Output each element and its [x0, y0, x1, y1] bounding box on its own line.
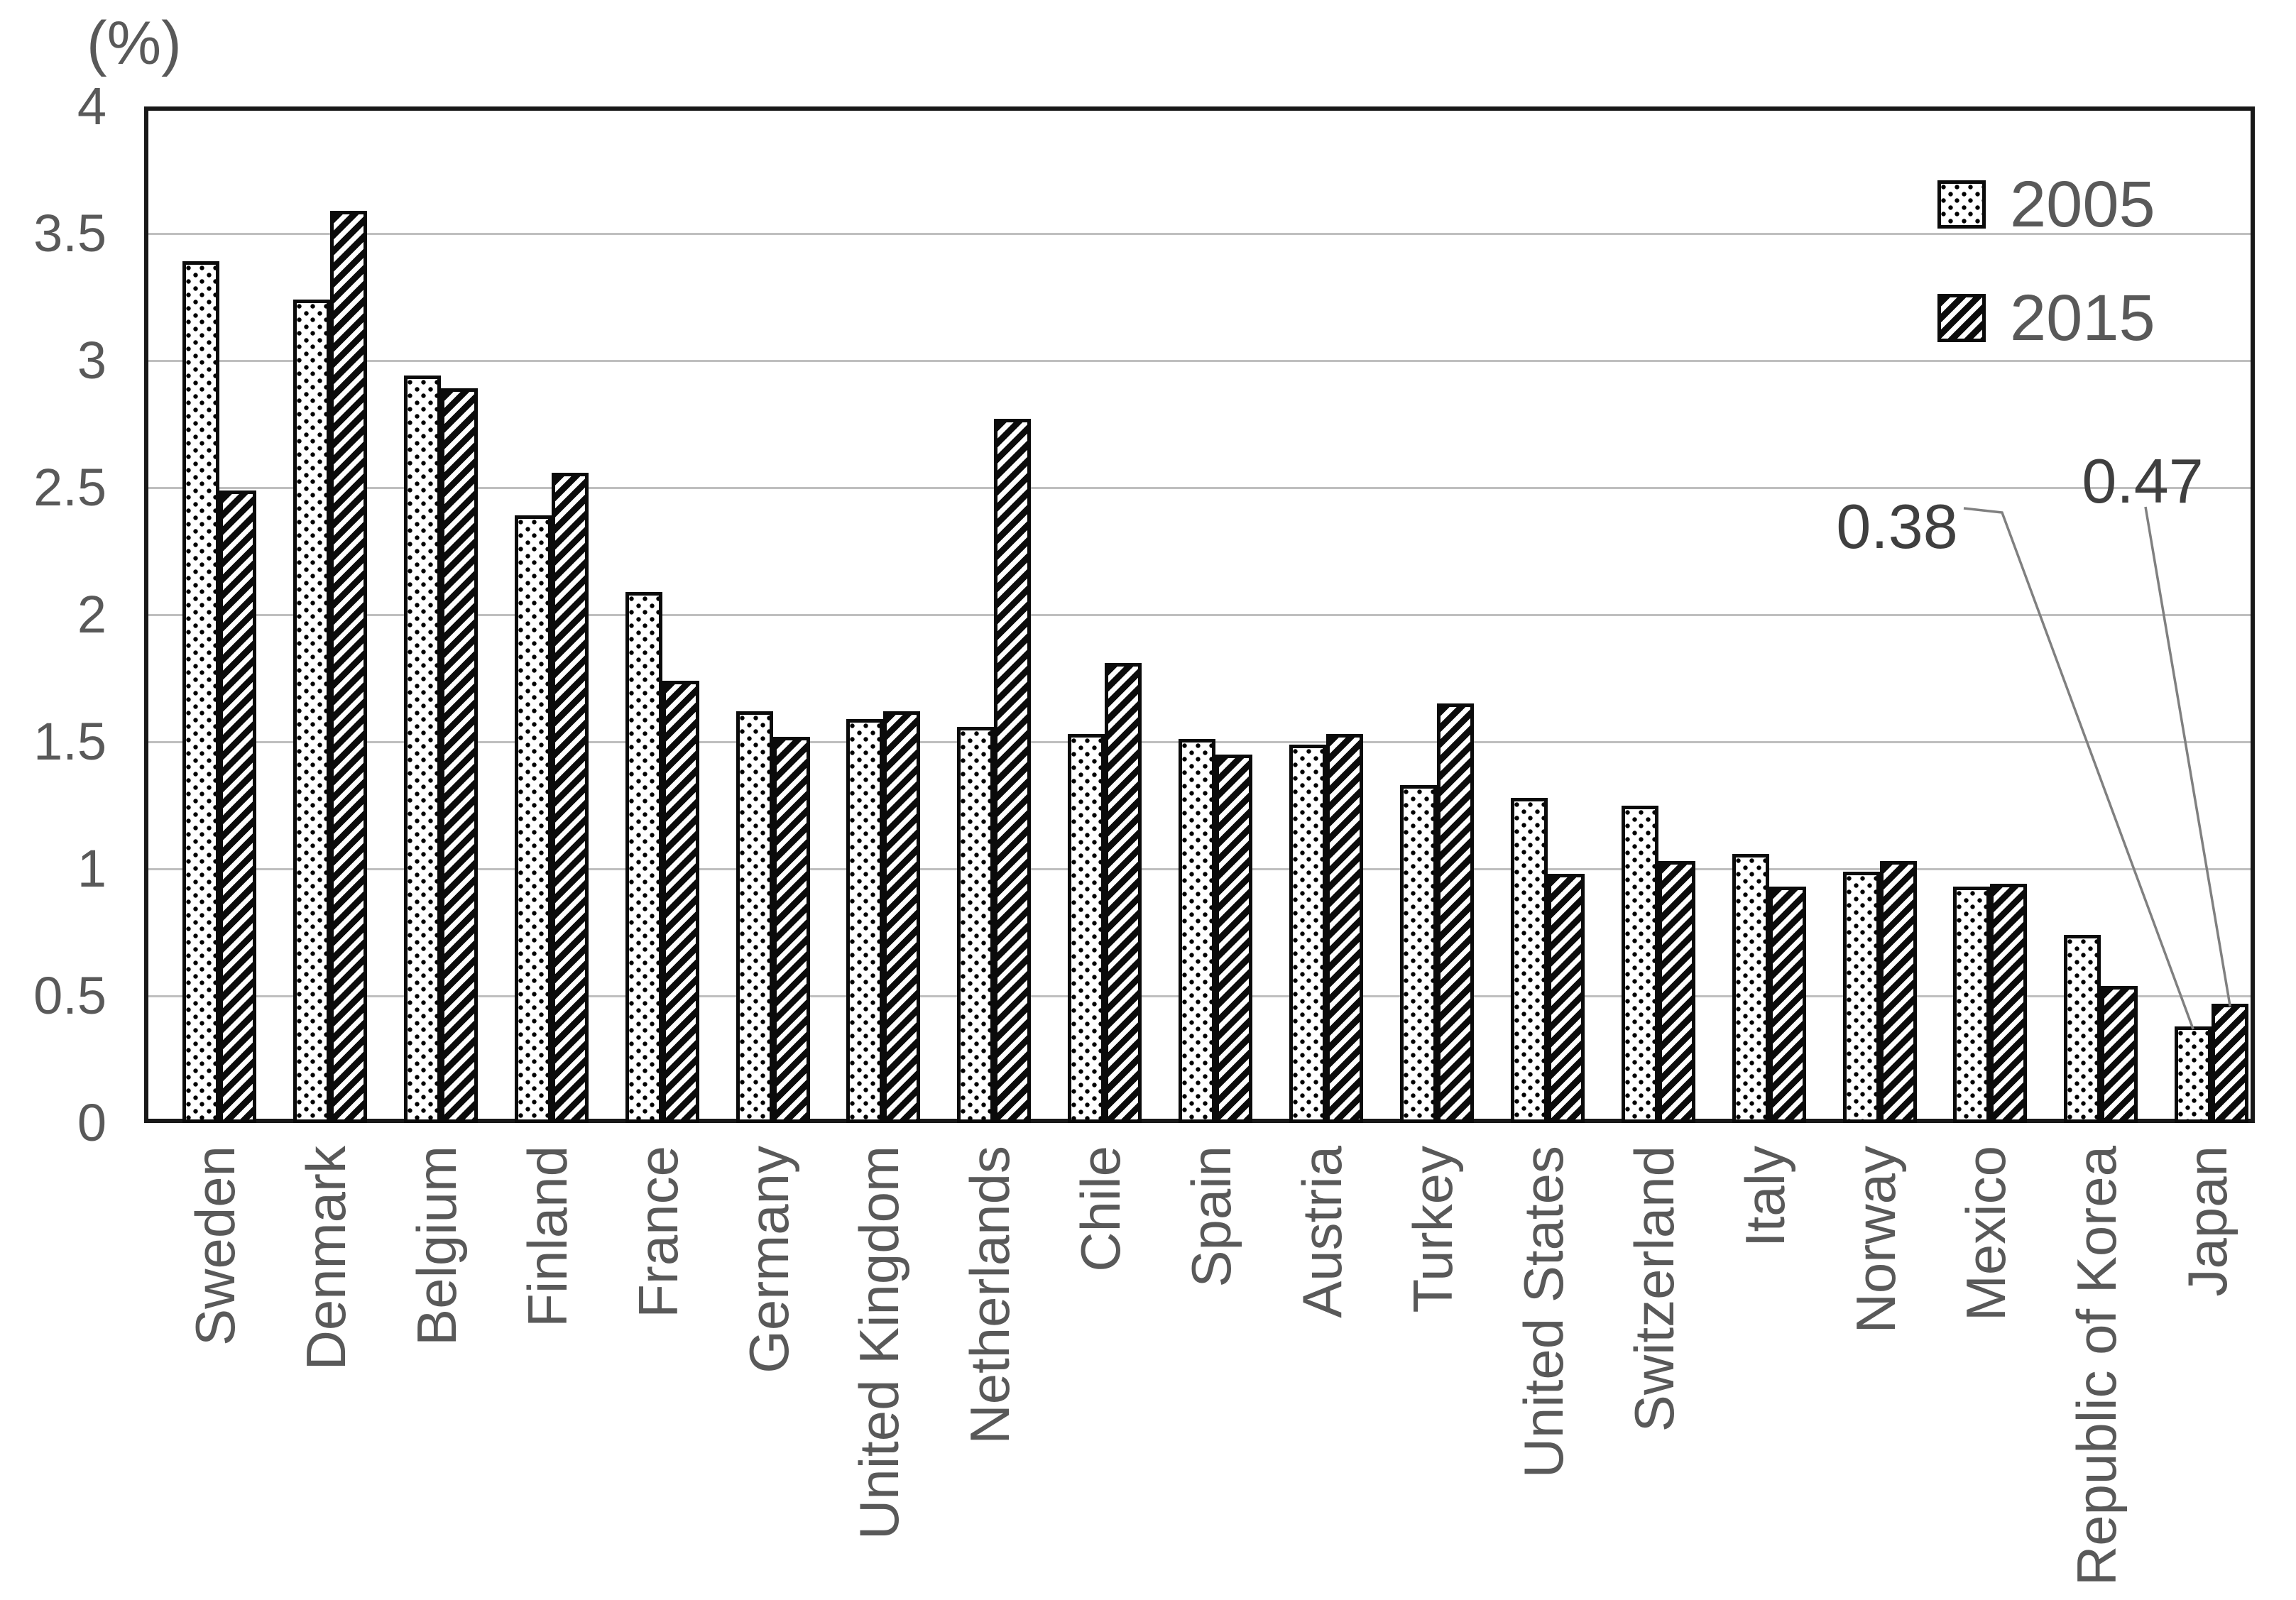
bar-sweden-2005: [182, 261, 219, 1123]
x-label-belgium: Belgium: [405, 1146, 468, 1346]
bar-norway-2015: [1879, 861, 1917, 1123]
y-tick-label: 2: [77, 585, 106, 644]
x-label-italy: Italy: [1733, 1146, 1796, 1248]
bar-france-2005: [625, 591, 662, 1123]
y-tick-label: 0: [77, 1093, 106, 1152]
bar-united-states-2015: [1547, 874, 1585, 1123]
y-tick-label: 4: [77, 77, 106, 136]
bar-switzerland-2005: [1621, 805, 1658, 1123]
gridline: [144, 613, 2255, 616]
legend-swatch-hatch-icon: [1937, 294, 1986, 342]
bar-austria-2005: [1289, 744, 1326, 1123]
bar-united-states-2005: [1510, 797, 1548, 1123]
bar-belgium-2005: [403, 376, 441, 1123]
y-tick-label: 1: [77, 839, 106, 898]
legend-item-2005: 2005: [1937, 172, 2155, 237]
y-tick-label: 2.5: [33, 458, 106, 517]
bar-italy-2005: [1732, 853, 1769, 1123]
bar-chile-2015: [1105, 663, 1142, 1123]
bar-turkey-2005: [1399, 784, 1437, 1123]
bar-belgium-2015: [440, 388, 478, 1123]
x-label-mexico: Mexico: [1955, 1146, 2018, 1322]
bar-netherlands-2005: [957, 726, 995, 1123]
x-label-austria: Austria: [1291, 1146, 1353, 1318]
bar-italy-2015: [1769, 887, 1806, 1123]
x-label-germany: Germany: [737, 1146, 800, 1374]
gridline: [144, 359, 2255, 362]
x-label-norway: Norway: [1844, 1146, 1907, 1334]
x-label-france: France: [626, 1146, 689, 1318]
x-label-chile: Chile: [1069, 1146, 1132, 1272]
bar-germany-2005: [736, 711, 773, 1123]
x-label-republic-of-korea: Republic of Korea: [2065, 1146, 2128, 1587]
x-label-netherlands: Netherlands: [958, 1146, 1022, 1445]
bar-germany-2015: [772, 736, 810, 1123]
bar-denmark-2015: [329, 210, 367, 1123]
x-label-denmark: Denmark: [294, 1146, 357, 1371]
bar-netherlands-2015: [994, 419, 1032, 1123]
legend-label-2015: 2015: [2010, 282, 2155, 354]
y-tick-label: 3.5: [33, 204, 106, 263]
x-label-japan: Japan: [2176, 1146, 2239, 1297]
x-label-spain: Spain: [1180, 1146, 1243, 1288]
x-label-united-states: United States: [1511, 1146, 1575, 1479]
bar-republic-of-korea-2015: [2101, 985, 2138, 1123]
bar-spain-2005: [1179, 739, 1216, 1123]
x-label-finland: Finland: [515, 1146, 579, 1327]
bar-republic-of-korea-2005: [2064, 935, 2101, 1123]
annotation-japan-2005: 0.38: [1836, 491, 1958, 561]
bar-finland-2015: [551, 472, 589, 1123]
legend-item-2015: 2015: [1937, 285, 2155, 351]
x-label-sweden: Sweden: [184, 1146, 246, 1346]
y-tick-label: 3: [77, 331, 106, 390]
bar-austria-2015: [1326, 734, 1363, 1123]
bar-denmark-2005: [293, 300, 330, 1123]
y-axis-unit-label: (%): [87, 9, 182, 77]
annotation-japan-2015: 0.47: [2082, 446, 2204, 516]
bar-finland-2005: [514, 515, 552, 1123]
bar-mexico-2005: [1953, 887, 1991, 1123]
gridline: [144, 232, 2255, 235]
bar-turkey-2015: [1436, 703, 1474, 1123]
bar-japan-2005: [2175, 1026, 2212, 1123]
legend-swatch-dots-icon: [1937, 180, 1986, 229]
bar-sweden-2015: [219, 490, 256, 1123]
bar-norway-2005: [1842, 871, 1880, 1123]
bar-france-2015: [662, 681, 699, 1123]
bar-mexico-2015: [1990, 884, 2028, 1123]
bar-japan-2015: [2212, 1003, 2249, 1123]
bar-united-kingdom-2015: [883, 711, 921, 1123]
bar-switzerland-2015: [1658, 861, 1695, 1123]
y-tick-label: 1.5: [33, 712, 106, 771]
x-label-switzerland: Switzerland: [1622, 1146, 1685, 1432]
gridline: [144, 486, 2255, 489]
bar-chile-2005: [1068, 734, 1105, 1123]
x-label-united-kingdom: United Kingdom: [848, 1146, 911, 1540]
y-tick-label: 0.5: [33, 966, 106, 1025]
bar-united-kingdom-2005: [846, 718, 884, 1123]
legend-label-2005: 2005: [2010, 168, 2155, 241]
x-label-turkey: Turkey: [1401, 1146, 1464, 1313]
bar-spain-2015: [1215, 754, 1253, 1123]
